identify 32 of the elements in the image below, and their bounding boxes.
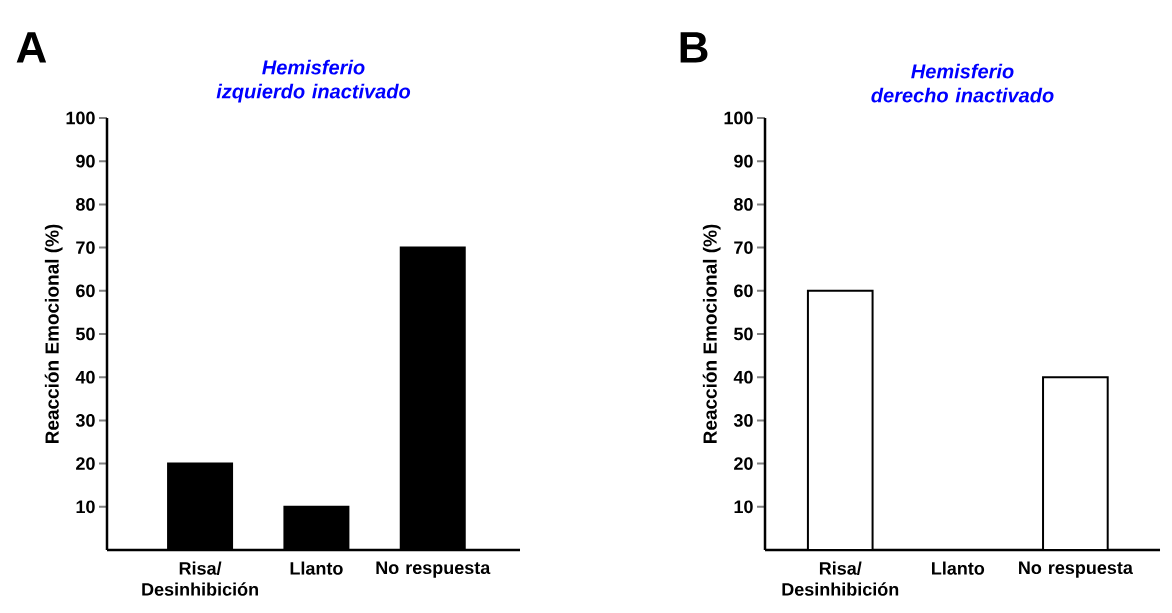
y-tick-label: 90 <box>76 154 95 168</box>
chart-title: Hemisferio derecho inactivado <box>871 63 1054 103</box>
y-tick-label: 60 <box>734 284 753 298</box>
y-axis-title: Reacción Emocional (%) <box>44 224 63 444</box>
y-tick-label: 20 <box>76 457 95 470</box>
y-tick-label: 90 <box>734 154 753 168</box>
y-tick-label: 50 <box>734 327 753 341</box>
text: A <box>16 32 47 63</box>
y-tick-label: 80 <box>734 198 753 211</box>
y-tick-label: 40 <box>733 370 753 384</box>
y-axis-title: Reacción Emocional (%) <box>702 224 721 444</box>
text: B <box>680 32 708 63</box>
x-tick-label: No respuesta <box>376 561 491 578</box>
y-tick-label: 30 <box>75 414 95 427</box>
y-tick-label: 10 <box>76 500 95 514</box>
y-tick-label: 50 <box>75 327 95 341</box>
x-tick-label: Llanto <box>290 561 343 575</box>
y-tick-label: 40 <box>75 370 95 384</box>
x-tick-label: Llanto <box>932 561 985 575</box>
y-tick-label: 60 <box>76 284 95 298</box>
y-tick-label: 70 <box>734 241 753 254</box>
y-tick-label: 80 <box>76 198 95 211</box>
x-tick-label: Risa/ Desinhibición <box>782 561 899 596</box>
y-tick-label: 30 <box>733 414 753 427</box>
x-tick-label: No respuesta <box>1019 561 1133 578</box>
y-tick-label: 100 <box>724 111 753 125</box>
y-tick-label: 70 <box>76 241 95 254</box>
y-tick-label: 20 <box>734 457 753 470</box>
y-tick-label: 10 <box>734 500 753 514</box>
chart-title: Hemisferio izquierdo inactivado <box>216 59 411 103</box>
y-tick-label: 100 <box>66 111 95 125</box>
x-tick-label: Risa/ Desinhibición <box>142 561 258 596</box>
